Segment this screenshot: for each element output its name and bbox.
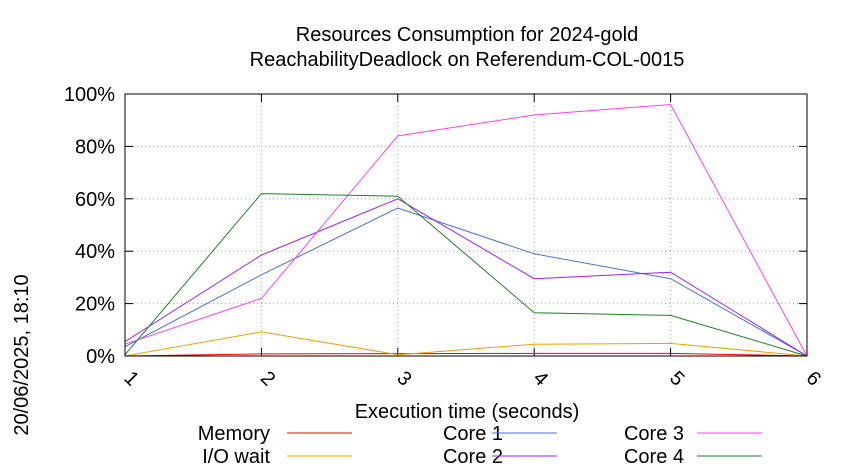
legend-label: I/O wait — [202, 446, 270, 468]
y-tick-label: 60% — [75, 189, 115, 211]
grid-lines — [125, 94, 807, 356]
y-tick-label: 20% — [75, 294, 115, 316]
series-line-memory — [124, 352, 808, 357]
series-line-core-3 — [124, 103, 808, 357]
y-tick-label: 100% — [64, 84, 115, 106]
legend-label: Memory — [198, 423, 270, 445]
x-tick-label: 1 — [120, 367, 143, 390]
chart-title-line-2: ReachabilityDeadlock on Referendum-COL-0… — [250, 49, 685, 71]
x-tick-label: 5 — [665, 367, 688, 390]
x-tick-label: 2 — [256, 367, 279, 390]
y-tick-label: 80% — [75, 136, 115, 158]
x-axis-label: Execution time (seconds) — [355, 401, 580, 423]
y-tick-label: 0% — [86, 346, 115, 368]
legend-label: Core 1 — [443, 423, 503, 445]
y-tick-label: 40% — [75, 241, 115, 263]
plot-frame — [124, 93, 808, 357]
chart-title-line-1: Resources Consumption for 2024-gold — [296, 24, 638, 46]
y-axis-ticks: 0% 20% 40% 60% 80% 100% — [64, 84, 807, 368]
legend-label: Core 2 — [443, 446, 503, 468]
x-tick-label: 6 — [802, 367, 825, 390]
series-lines — [124, 103, 808, 357]
series-line-core-4 — [124, 193, 808, 357]
legend-label: Core 3 — [624, 423, 684, 445]
series-line-core-1 — [124, 207, 808, 357]
series-line-core-2 — [124, 198, 808, 357]
series-line-i-o-wait — [124, 331, 808, 357]
x-tick-label: 3 — [392, 367, 415, 390]
legend-label: Core 4 — [624, 446, 684, 468]
timestamp-label: 20/06/2025, 18:10 — [11, 274, 33, 435]
x-tick-label: 4 — [529, 367, 552, 390]
